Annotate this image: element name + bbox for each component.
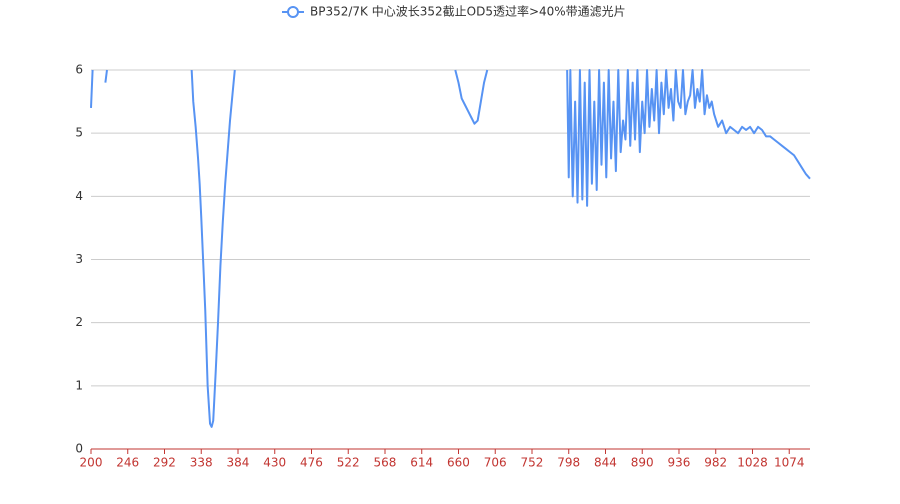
x-tick-label: 200: [80, 456, 103, 470]
x-tick-label: 706: [484, 456, 507, 470]
legend-icon: [287, 6, 299, 18]
x-tick-label: 844: [594, 456, 617, 470]
y-tick-label: 6: [75, 63, 83, 77]
y-tick-label: 0: [75, 442, 83, 456]
y-tick-label: 3: [75, 252, 83, 266]
x-tick-label: 1074: [774, 456, 805, 470]
x-tick-label: 1028: [737, 456, 768, 470]
x-tick-label: 890: [631, 456, 654, 470]
legend[interactable]: BP352/7K 中心波长352截止OD5透过率>40%带通滤光片: [282, 4, 626, 19]
legend-label: BP352/7K 中心波长352截止OD5透过率>40%带通滤光片: [310, 4, 626, 19]
series-line: [90, 69, 811, 428]
y-tick-label: 1: [75, 378, 83, 392]
x-tick-label: 476: [300, 456, 323, 470]
y-tick-label: 4: [75, 189, 83, 203]
x-tick-label: 246: [116, 456, 139, 470]
x-tick-label: 522: [337, 456, 360, 470]
x-tick-label: 936: [668, 456, 691, 470]
x-tick-label: 292: [153, 456, 176, 470]
x-tick-label: 430: [263, 456, 286, 470]
x-tick-label: 568: [374, 456, 397, 470]
x-tick-label: 660: [447, 456, 470, 470]
x-tick-label: 798: [557, 456, 580, 470]
x-tick-label: 982: [704, 456, 727, 470]
x-tick-label: 614: [410, 456, 433, 470]
y-tick-label: 2: [75, 315, 83, 329]
x-tick-label: 338: [190, 456, 213, 470]
y-tick-label: 5: [75, 126, 83, 140]
x-tick-label: 384: [227, 456, 250, 470]
x-tick-label: 752: [521, 456, 544, 470]
